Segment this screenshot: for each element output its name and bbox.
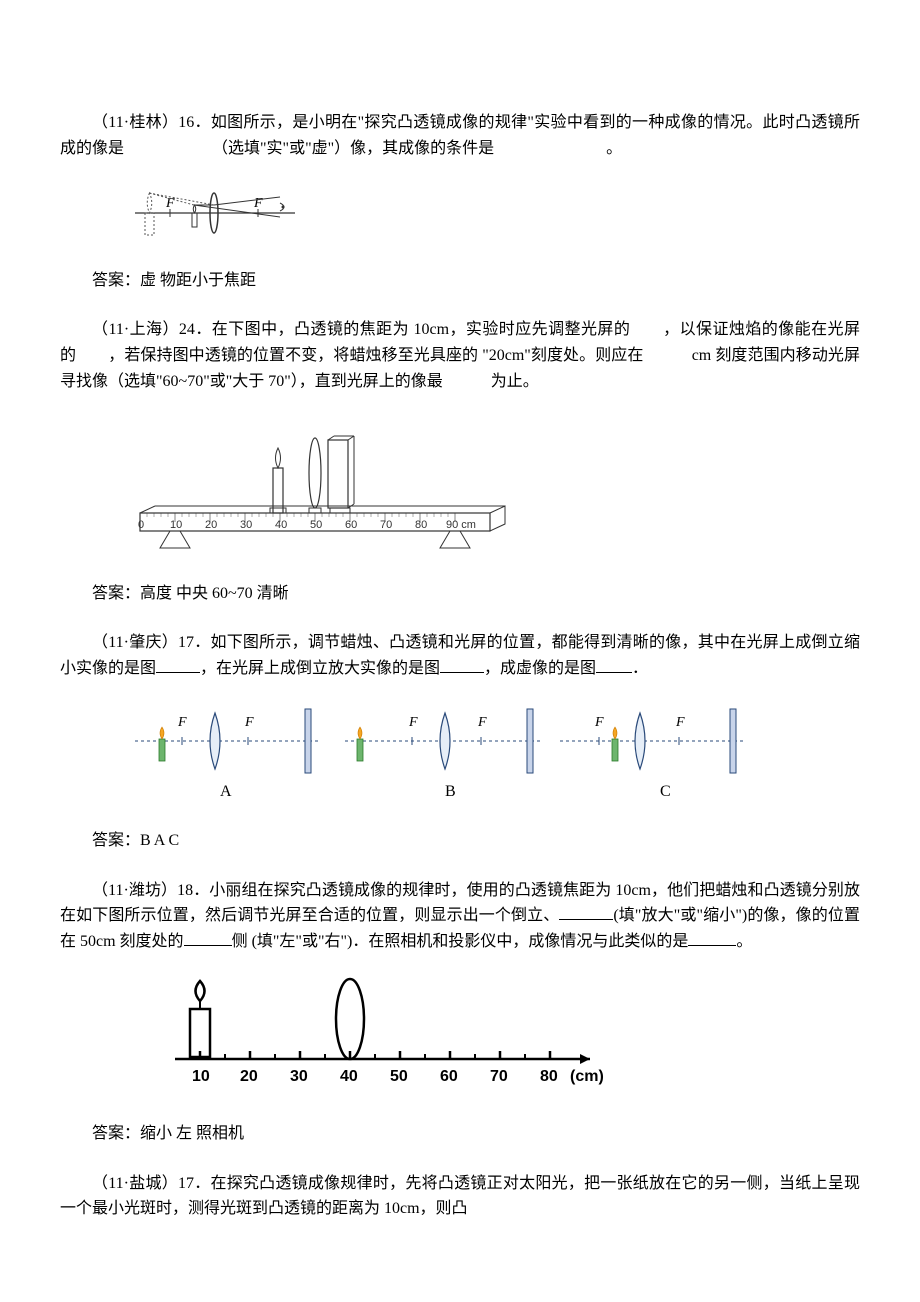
q3-text-mid1: ，在光屏上成倒立放大实像的是图 [200, 660, 440, 677]
a-F-right: F [244, 715, 254, 730]
label-B: B [445, 783, 456, 800]
scale-7: 70 [380, 519, 392, 531]
scale-9: 90 cm [446, 519, 476, 531]
scale-5: 50 [310, 519, 322, 531]
q3-text-end: ． [632, 660, 648, 677]
c-F-left: F [594, 715, 604, 730]
scale-8: 80 [415, 519, 427, 531]
b-F-right: F [477, 715, 487, 730]
q2-figure: 0 10 20 30 40 50 60 70 80 90 cm [130, 408, 860, 567]
b-F-left: F [408, 715, 418, 730]
q4-figure: 10 20 30 40 50 60 70 80 (cm) [160, 969, 860, 1108]
q4-answer: 答案：缩小 左 照相机 [60, 1121, 860, 1147]
q3-figure: F F A F F B F F [130, 696, 860, 815]
unit-cm: (cm) [570, 1068, 604, 1085]
f-right-label: F [253, 196, 263, 211]
q4-text: （11·潍坊）18．小丽组在探究凸透镜成像的规律时，使用的凸透镜焦距为 10cm… [60, 878, 860, 955]
scale-0: 0 [138, 519, 144, 531]
label-C: C [660, 783, 671, 800]
q1-text: （11·桂林）16．如图所示，是小明在"探究凸透镜成像的规律"实验中看到的一种成… [60, 110, 860, 161]
q4-text-end: 。 [736, 933, 752, 950]
c-F-right: F [675, 715, 685, 730]
scale-4: 40 [275, 519, 287, 531]
q2-answer: 答案：高度 中央 60~70 清晰 [60, 581, 860, 607]
q3-text-mid2: ，成虚像的是图 [484, 660, 596, 677]
scale-3: 30 [240, 519, 252, 531]
mark-10: 10 [192, 1068, 210, 1085]
label-A: A [220, 783, 232, 800]
mark-20: 20 [240, 1068, 258, 1085]
mark-40: 40 [340, 1068, 358, 1085]
scale-2: 20 [205, 519, 217, 531]
mark-50: 50 [390, 1068, 408, 1085]
q2-text: （11·上海）24．在下图中，凸透镜的焦距为 10cm，实验时应先调整光屏的 ，… [60, 317, 860, 394]
mark-80: 80 [540, 1068, 558, 1085]
scale-6: 60 [345, 519, 357, 531]
mark-60: 60 [440, 1068, 458, 1085]
q3-text: （11·肇庆）17．如下图所示，调节蜡烛、凸透镜和光屏的位置，都能得到清晰的像，… [60, 630, 860, 681]
q5-text: （11·盐城）17．在探究凸透镜成像规律时，先将凸透镜正对太阳光，把一张纸放在它… [60, 1171, 860, 1222]
q1-answer: 答案：虚 物距小于焦距 [60, 268, 860, 294]
a-F-left: F [177, 715, 187, 730]
scale-1: 10 [170, 519, 182, 531]
q1-figure: F F [130, 175, 860, 254]
mark-70: 70 [490, 1068, 508, 1085]
q4-text-mid2: 侧 (填"左"或"右")．在照相机和投影仪中，成像情况与此类似的是 [232, 933, 689, 950]
mark-30: 30 [290, 1068, 308, 1085]
q3-answer: 答案：B A C [60, 828, 860, 854]
